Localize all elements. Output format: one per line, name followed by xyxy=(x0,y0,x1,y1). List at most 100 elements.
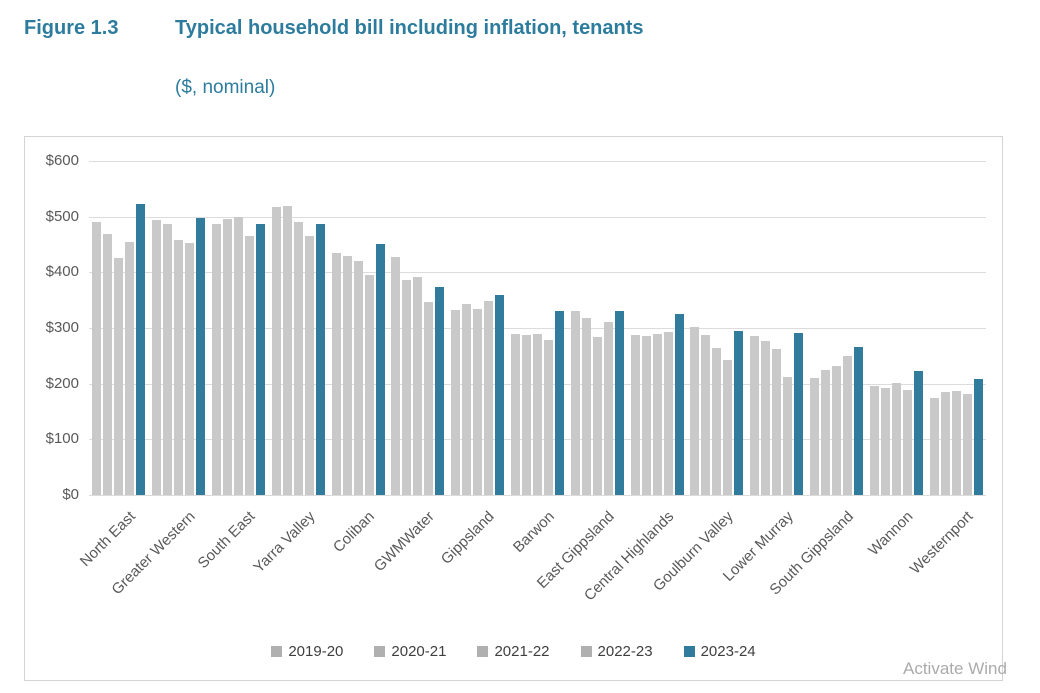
legend-marker xyxy=(477,646,489,657)
bar xyxy=(913,371,923,495)
bar xyxy=(674,314,684,495)
bar xyxy=(581,318,591,495)
legend-label: 2023-24 xyxy=(700,643,756,660)
legend-item-2021-22: 2021-22 xyxy=(477,643,550,660)
bar xyxy=(750,336,760,495)
bar xyxy=(331,253,341,495)
bar xyxy=(761,341,771,495)
bar xyxy=(555,311,564,495)
bar xyxy=(630,335,640,495)
bar xyxy=(223,219,232,495)
bar xyxy=(772,349,782,495)
bar xyxy=(614,311,624,495)
bar xyxy=(690,327,700,495)
bar xyxy=(435,287,445,495)
bar xyxy=(185,243,195,495)
y-axis-tick-label: $600 xyxy=(45,152,79,169)
y-axis-tick-label: $300 xyxy=(45,319,79,336)
bar xyxy=(114,258,124,495)
bar xyxy=(282,206,292,495)
bar xyxy=(734,331,744,495)
bar xyxy=(951,391,961,495)
bar xyxy=(212,224,221,495)
bar xyxy=(832,366,841,495)
legend-marker xyxy=(374,646,386,657)
bar xyxy=(603,322,613,495)
legend-label: 2021-22 xyxy=(494,643,550,660)
bar xyxy=(511,334,520,495)
bar xyxy=(794,333,804,495)
legend-item-2022-23: 2022-23 xyxy=(580,643,653,660)
figure-title: Typical household bill including inflati… xyxy=(175,17,644,39)
bar xyxy=(869,386,879,495)
bar xyxy=(663,332,673,495)
x-axis-category-label: Wannon xyxy=(865,508,917,560)
legend-item-2023-24: 2023-24 xyxy=(683,643,756,660)
bar xyxy=(375,244,385,495)
bar xyxy=(256,224,265,495)
legend-label: 2019-20 xyxy=(288,643,344,660)
bar xyxy=(973,379,983,495)
chart-area: $0 $100 $200 $300 $400 $500 $600 North East Gre… xyxy=(24,136,1003,681)
bar xyxy=(364,275,374,495)
y-axis-tick-label: $400 xyxy=(45,263,79,281)
bar xyxy=(854,347,863,495)
bar xyxy=(712,348,722,495)
bar xyxy=(891,383,901,495)
bar xyxy=(271,207,281,495)
bar xyxy=(843,356,852,495)
bar xyxy=(293,222,303,495)
bar xyxy=(641,336,651,495)
bar xyxy=(92,222,102,495)
bar xyxy=(136,204,146,495)
legend-label: 2020-21 xyxy=(391,643,447,660)
legend-marker xyxy=(683,646,695,657)
bar xyxy=(342,256,352,495)
bar xyxy=(353,261,363,495)
x-axis-category-label: GWMWater xyxy=(370,508,438,576)
y-axis-tick-label: $500 xyxy=(45,207,79,225)
bar xyxy=(125,242,135,495)
gridline xyxy=(89,272,986,274)
bar xyxy=(940,392,950,495)
bar xyxy=(451,310,461,495)
y-axis-tick-label: $200 xyxy=(45,374,79,392)
x-axis-category-label: Barwon xyxy=(509,508,558,556)
bar xyxy=(462,304,472,495)
bar xyxy=(544,340,553,495)
bar xyxy=(522,335,531,495)
bar xyxy=(495,295,505,495)
bar xyxy=(391,257,401,495)
gridline xyxy=(89,161,986,162)
gridline xyxy=(89,216,986,218)
x-axis-category-label: Yarra Valley xyxy=(250,508,319,577)
legend-item-2020-21: 2020-21 xyxy=(374,643,446,660)
legend-label: 2022-23 xyxy=(597,643,653,660)
figure-number: Figure 1.3 xyxy=(24,17,119,39)
bar xyxy=(315,224,325,495)
bar xyxy=(810,378,819,495)
gridline xyxy=(89,495,986,496)
bar xyxy=(592,337,602,495)
bar xyxy=(413,277,423,495)
x-axis-category-label: Westernport xyxy=(906,508,977,578)
legend-item-2019-20: 2019-20 xyxy=(271,643,343,660)
legend-marker xyxy=(580,646,592,657)
bar xyxy=(234,217,243,495)
figure-subtitle: ($, nominal) xyxy=(175,77,276,98)
legend: 2019-20 2020-21 2021-22 2022-23 2023-24 xyxy=(25,643,1002,660)
bar xyxy=(174,240,184,495)
x-axis-category-label: South East xyxy=(194,508,259,572)
bar xyxy=(473,309,483,495)
x-axis-category-label: North East xyxy=(76,508,139,571)
bar xyxy=(484,301,494,495)
bar xyxy=(929,398,939,495)
y-axis-tick-label: $100 xyxy=(45,430,79,448)
bar xyxy=(103,234,113,495)
bar xyxy=(962,394,972,495)
bar xyxy=(163,224,173,495)
bar xyxy=(652,334,662,495)
bar xyxy=(533,334,542,495)
legend-marker xyxy=(271,646,283,657)
x-axis-category-label: Coliban xyxy=(330,508,379,556)
